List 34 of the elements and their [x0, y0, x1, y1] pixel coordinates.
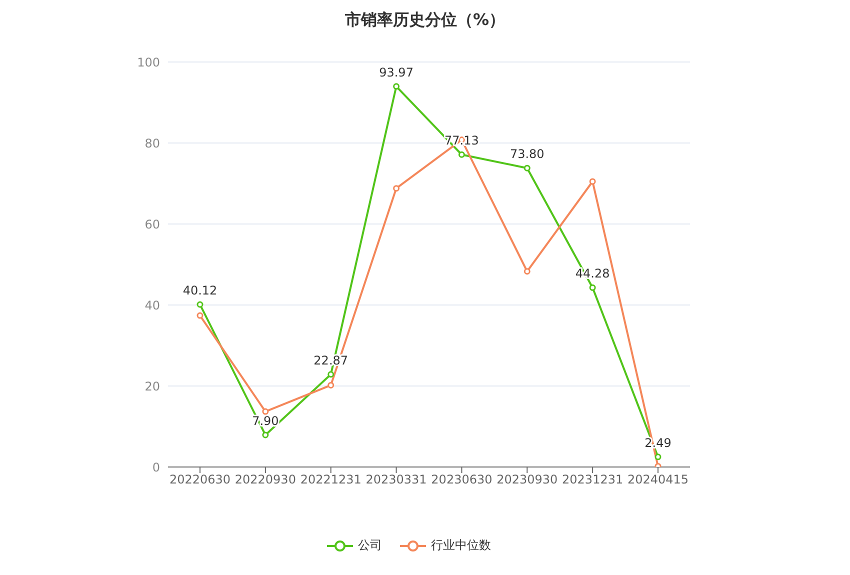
- legend-label: 行业中位数: [431, 537, 491, 554]
- point: [524, 268, 530, 275]
- point: [654, 454, 662, 460]
- point: [328, 382, 334, 388]
- point: [262, 408, 269, 415]
- x-tick-label: 20231231: [562, 472, 624, 487]
- data-label: 93.97: [379, 65, 414, 80]
- y-tick-label: 80: [144, 136, 160, 150]
- y-tick-label: 60: [144, 217, 160, 232]
- point: [589, 284, 596, 291]
- point: [262, 432, 269, 438]
- data-label: 73.80: [510, 147, 544, 162]
- data-label: 40.12: [182, 284, 218, 298]
- x-tick-label: 20230930: [496, 472, 558, 487]
- x-tick-label: 20220930: [234, 472, 296, 487]
- point: [196, 312, 204, 319]
- point: [196, 301, 204, 308]
- point: [393, 185, 400, 192]
- x-tick-label: 20220630: [169, 472, 231, 487]
- legend-label: 公司: [358, 537, 382, 554]
- x-tick-label: 20230630: [431, 472, 492, 487]
- y-tick-label: 40: [144, 298, 160, 312]
- y-tick-label: 0: [152, 460, 160, 474]
- x-tick-label: 20230331: [366, 472, 427, 487]
- y-tick-label: 100: [137, 55, 160, 70]
- point: [328, 371, 334, 378]
- chart-title: 市销率历史分位（%）: [344, 9, 506, 31]
- x-tick-label: 20240415: [627, 472, 689, 487]
- point: [589, 178, 596, 185]
- point: [393, 83, 400, 90]
- y-tick-label: 20: [144, 379, 160, 394]
- point: [458, 151, 465, 158]
- x-tick-label: 20221231: [300, 472, 362, 487]
- point: [524, 164, 530, 172]
